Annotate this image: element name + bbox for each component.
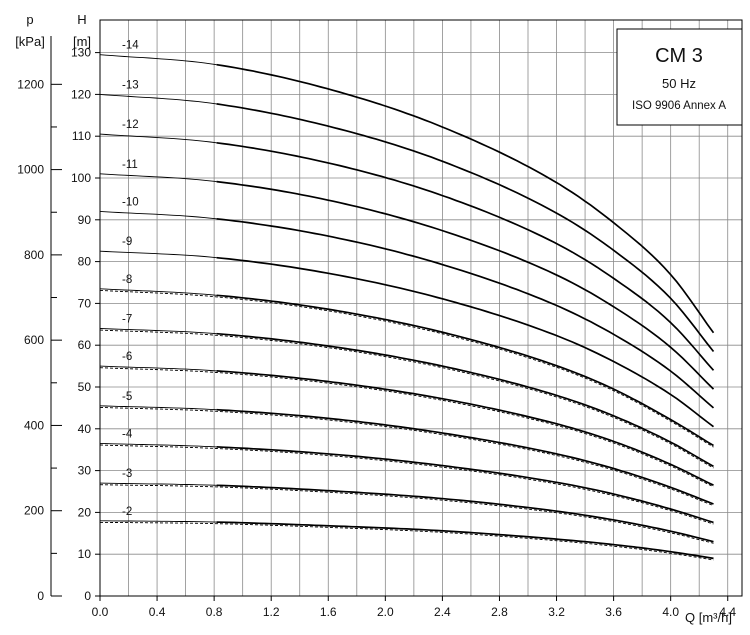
head-axis-unit: [m] xyxy=(73,34,91,49)
curve-line xyxy=(216,370,714,486)
pressure-axis-unit: [kPa] xyxy=(15,34,45,49)
curve-label: -13 xyxy=(122,79,139,91)
curve-line xyxy=(216,484,714,543)
curve-label: -11 xyxy=(122,159,138,171)
x-tick-label: 0.0 xyxy=(92,605,109,619)
curve-line-start xyxy=(99,288,217,296)
curve-line-start xyxy=(99,405,217,411)
curve-line-start xyxy=(99,210,217,220)
legend-frequency: 50 Hz xyxy=(662,76,696,91)
curve-line xyxy=(216,332,714,468)
y-tick-label: 10 xyxy=(78,547,92,561)
x-tick-label: 0.8 xyxy=(206,605,223,619)
x-tick-label: 0.4 xyxy=(149,605,166,619)
pressure-tick-label: 1200 xyxy=(17,77,44,91)
curve-line xyxy=(216,63,715,334)
y-tick-label: 0 xyxy=(84,589,91,603)
curve-line xyxy=(216,141,715,371)
curve-label: -12 xyxy=(122,119,139,131)
head-axis-symbol: H xyxy=(77,12,86,27)
curve-tolerance-line xyxy=(99,444,714,525)
curve-label: -5 xyxy=(122,391,132,403)
curve-tolerance-line xyxy=(99,289,714,448)
curve-label: -7 xyxy=(122,313,132,325)
curve-line xyxy=(216,521,714,560)
curve-line-start xyxy=(99,365,217,372)
curve-line xyxy=(216,217,715,409)
curve-line-start xyxy=(99,482,217,486)
curve-label: -9 xyxy=(122,236,132,248)
curve-label: -4 xyxy=(122,428,133,440)
curve-label: -14 xyxy=(122,40,139,52)
x-tick-label: 4.0 xyxy=(662,605,679,619)
curve-line-start xyxy=(100,520,217,523)
x-tick-label: 3.2 xyxy=(548,605,565,619)
curve-tolerance-line xyxy=(99,406,714,507)
axes: 0.0 0.4 0.8 1.2 1.6 2.0 2.4 2.8 3.2 3.6 4.0 4.4 0 10 2… xyxy=(17,36,736,619)
legend-standard: ISO 9906 Annex A xyxy=(632,100,726,112)
curve-line xyxy=(216,180,715,390)
x-axis-label: Q [m³/h] xyxy=(685,610,732,625)
pressure-tick-label: 200 xyxy=(24,504,44,518)
x-tick-label: 3.6 xyxy=(605,605,622,619)
curve-tolerance-line xyxy=(99,329,714,469)
y-tick-label: 100 xyxy=(71,171,91,185)
curve-line-start xyxy=(99,133,217,144)
curve-line xyxy=(216,294,714,447)
pressure-tick-label: 800 xyxy=(24,248,44,262)
pressure-tick-label: 400 xyxy=(24,418,44,432)
plot-frame xyxy=(99,19,743,597)
pressure-tick-label: 1000 xyxy=(17,163,44,177)
y-tick-label: 60 xyxy=(78,338,92,352)
curve-line xyxy=(216,103,715,353)
curve-tolerance-line xyxy=(99,484,714,544)
y-tick-label: 30 xyxy=(78,464,92,478)
x-tick-label: 1.6 xyxy=(320,605,337,619)
legend-box-frame xyxy=(616,28,743,126)
x-tick-label: 1.2 xyxy=(263,605,280,619)
y-tick-label: 20 xyxy=(78,505,92,519)
x-tick-label: 2.0 xyxy=(377,605,394,619)
curve-line xyxy=(216,256,715,428)
y-tick-label: 50 xyxy=(78,380,92,394)
pressure-axis-symbol: p xyxy=(26,12,33,27)
x-tick-label: 2.4 xyxy=(434,605,451,619)
pressure-tick-label: 600 xyxy=(24,333,44,347)
y-tick-label: 40 xyxy=(78,422,92,436)
x-tick-label: 4.4 xyxy=(719,605,736,619)
legend-title: CM 3 xyxy=(655,45,703,67)
legend-box: CM 3 50 Hz ISO 9906 Annex A xyxy=(616,28,743,126)
curves: -2 -3 -4 -5 -6 -7 -8 -9 -10 -11 -12 -13 -14 xyxy=(99,40,715,561)
x-tick-label: 2.8 xyxy=(491,605,508,619)
y-tick-label: 90 xyxy=(78,213,92,227)
y-tick-label: 80 xyxy=(78,255,92,269)
y-tick-label: 120 xyxy=(71,87,91,101)
curve-line xyxy=(216,408,714,505)
curve-line-start xyxy=(99,328,217,335)
curve-line-start xyxy=(99,250,217,259)
curve-line-start xyxy=(99,442,217,448)
y-tick-label: 130 xyxy=(71,46,91,60)
curve-label: -3 xyxy=(122,468,132,480)
curve-line xyxy=(216,446,714,524)
curve-line-start xyxy=(99,54,217,66)
curve-line-start xyxy=(99,93,217,105)
y-tick-label: 70 xyxy=(78,296,92,310)
pressure-tick-label: 0 xyxy=(37,589,44,603)
curve-label: -8 xyxy=(122,274,132,286)
y-tick-label: 110 xyxy=(72,129,91,143)
curve-tolerance-line xyxy=(100,521,714,561)
curve-label: -6 xyxy=(122,351,132,363)
curve-tolerance-line xyxy=(99,367,714,488)
curve-line-start xyxy=(99,173,217,183)
curve-label: -10 xyxy=(122,196,139,208)
curve-label: -2 xyxy=(122,506,132,518)
